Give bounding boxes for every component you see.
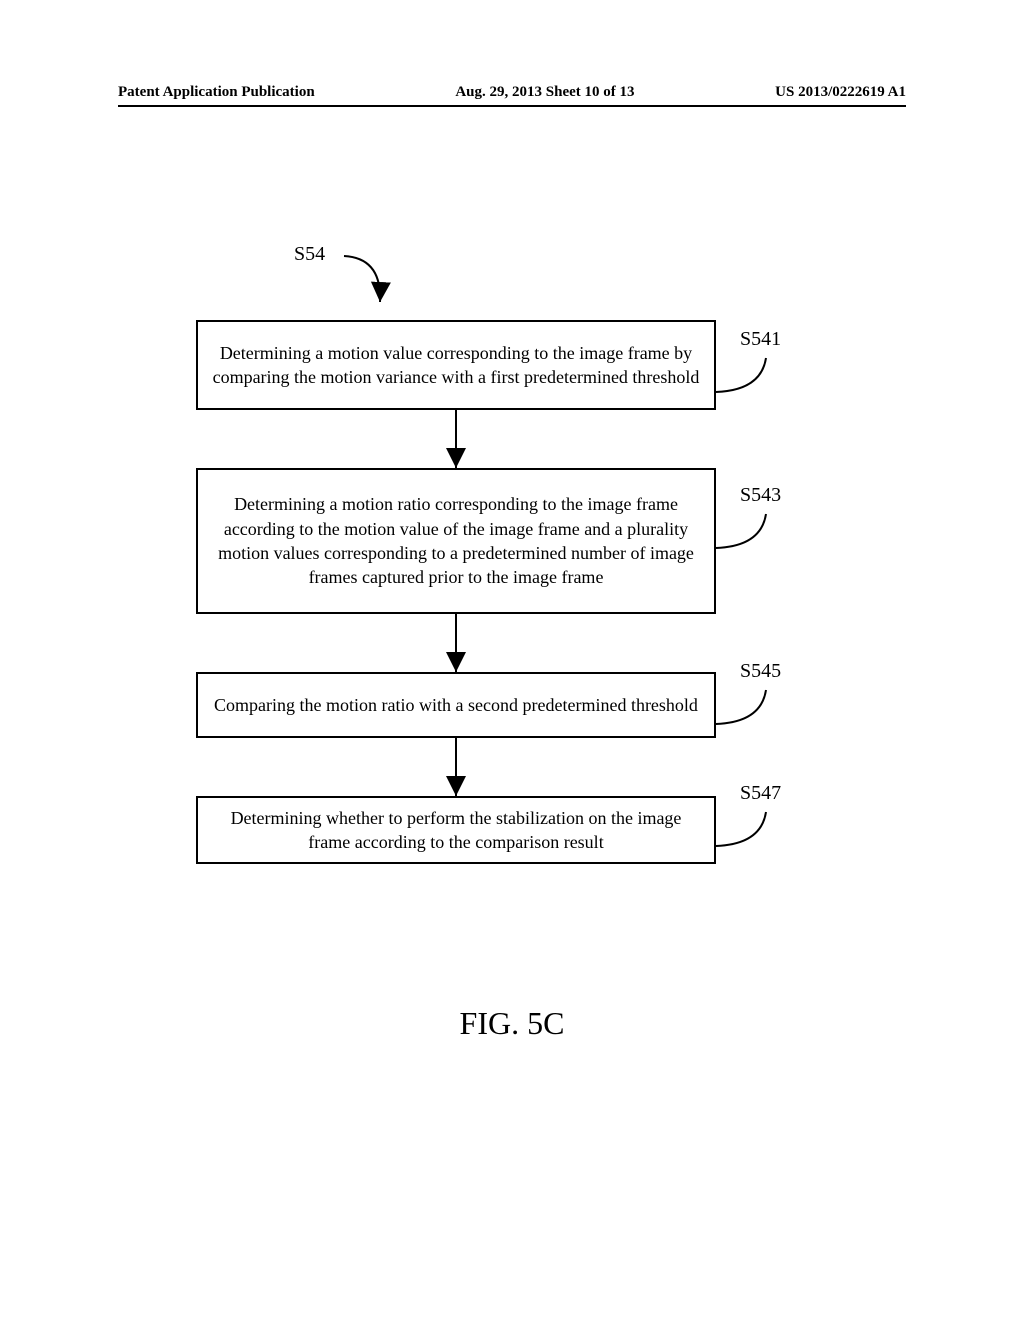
step-label: S547: [740, 782, 781, 805]
flow-step-text: Determining a motion ratio corresponding…: [212, 492, 700, 589]
step-label: S541: [740, 328, 781, 351]
flow-step-text: Determining whether to perform the stabi…: [212, 806, 700, 855]
page: Patent Application Publication Aug. 29, …: [0, 0, 1024, 1320]
entry-label: S54: [294, 243, 325, 266]
flow-step: Determining a motion value corresponding…: [196, 320, 716, 410]
flow-step: Determining whether to perform the stabi…: [196, 796, 716, 864]
flowchart: S54 Determining a motion value correspond…: [0, 0, 1024, 1320]
flow-step: Determining a motion ratio corresponding…: [196, 468, 716, 614]
flow-step: Comparing the motion ratio with a second…: [196, 672, 716, 738]
flow-step-text: Determining a motion value corresponding…: [212, 341, 700, 390]
step-label: S543: [740, 484, 781, 507]
connector-overlay: [0, 0, 1024, 1320]
step-label: S545: [740, 660, 781, 683]
flow-step-text: Comparing the motion ratio with a second…: [214, 693, 698, 717]
figure-caption: FIG. 5C: [0, 1005, 1024, 1042]
